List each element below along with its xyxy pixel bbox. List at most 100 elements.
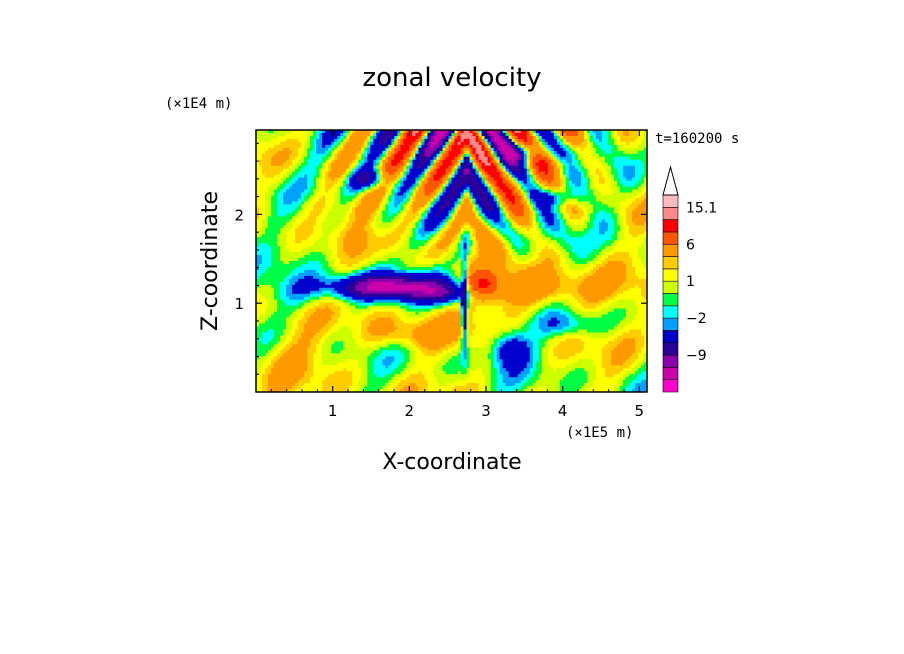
heatmap-cell: [553, 171, 558, 176]
heatmap-cell: [271, 168, 275, 173]
heatmap-cell: [622, 189, 627, 193]
heatmap-cell: [571, 162, 576, 167]
heatmap-cell: [433, 183, 437, 187]
heatmap-cell: [622, 228, 627, 232]
heatmap-cell: [403, 130, 407, 134]
heatmap-cell: [283, 240, 287, 244]
heatmap-cell: [337, 153, 341, 158]
heatmap-cell: [340, 219, 344, 223]
heatmap-cell: [421, 138, 425, 143]
heatmap-cell: [478, 144, 482, 149]
heatmap-cell: [412, 174, 416, 179]
heatmap-cell: [559, 153, 564, 158]
heatmap-cell: [487, 138, 491, 143]
heatmap-cell: [589, 231, 594, 235]
heatmap-cell: [319, 240, 323, 244]
heatmap-cell: [280, 138, 284, 143]
heatmap-cell: [328, 162, 332, 167]
heatmap-cell: [286, 138, 290, 143]
heatmap-cell: [496, 180, 501, 184]
heatmap-cell: [490, 147, 495, 152]
heatmap-cell: [403, 177, 407, 182]
heatmap-cell: [406, 186, 410, 190]
heatmap-cell: [538, 168, 543, 173]
heatmap-cell: [571, 225, 576, 229]
heatmap-cell: [427, 240, 431, 244]
heatmap-cell: [424, 130, 428, 134]
heatmap-cell: [601, 189, 606, 193]
heatmap-cell: [355, 231, 359, 235]
heatmap-cell: [322, 141, 326, 146]
heatmap-cell: [442, 168, 446, 173]
heatmap-cell: [499, 130, 504, 134]
heatmap-cell: [508, 135, 513, 140]
heatmap-cell: [628, 189, 633, 193]
heatmap-cell: [520, 168, 525, 173]
heatmap-cell: [640, 174, 645, 179]
heatmap-cell: [541, 150, 546, 155]
heatmap-cell: [577, 174, 582, 179]
heatmap-cell: [412, 147, 416, 152]
heatmap-cell: [274, 138, 278, 143]
heatmap-cell: [637, 171, 642, 176]
heatmap-cell: [376, 130, 380, 134]
heatmap-cell: [523, 171, 528, 176]
heatmap-cell: [619, 234, 624, 238]
heatmap-cell: [283, 162, 287, 167]
heatmap-cell: [640, 165, 645, 170]
heatmap-cell: [415, 177, 419, 182]
heatmap-cell: [643, 168, 647, 173]
heatmap-cell: [583, 141, 588, 146]
heatmap-cell: [403, 168, 407, 173]
heatmap-cell: [289, 231, 293, 235]
heatmap-cell: [553, 135, 558, 140]
heatmap-cell: [643, 195, 647, 199]
heatmap-cell: [598, 231, 603, 235]
heatmap-cell: [271, 147, 275, 152]
heatmap-cell: [508, 159, 513, 164]
heatmap-cell: [328, 219, 332, 223]
heatmap-cell: [535, 162, 540, 167]
heatmap-cell: [589, 153, 594, 158]
heatmap-cell: [508, 165, 513, 170]
heatmap-cell: [382, 132, 386, 137]
heatmap-cell: [487, 153, 491, 158]
heatmap-cell: [589, 132, 594, 137]
heatmap-cell: [286, 171, 290, 176]
heatmap-cell: [424, 234, 428, 238]
heatmap-cell: [289, 150, 293, 155]
heatmap-cell: [640, 225, 645, 229]
heatmap-cell: [586, 195, 591, 199]
heatmap-cell: [283, 210, 287, 214]
heatmap-cell: [502, 153, 507, 158]
heatmap-cell: [397, 130, 401, 134]
heatmap-cell: [427, 186, 431, 190]
heatmap-cell: [595, 240, 600, 244]
heatmap-cell: [619, 210, 624, 214]
heatmap-cell: [367, 219, 371, 223]
heatmap-cell: [367, 183, 371, 187]
heatmap-cell: [355, 177, 359, 182]
heatmap-cell: [505, 130, 510, 134]
heatmap-cell: [574, 189, 579, 193]
heatmap-cell: [316, 156, 320, 161]
heatmap-cell: [643, 237, 647, 241]
heatmap-cell: [316, 219, 320, 223]
heatmap-cell: [424, 156, 428, 161]
heatmap-cell: [625, 180, 630, 184]
heatmap-cell: [577, 165, 582, 170]
heatmap-cell: [271, 174, 275, 179]
heatmap-cell: [310, 237, 314, 241]
heatmap-cell: [325, 201, 329, 205]
heatmap-cell: [445, 177, 449, 182]
heatmap-cell: [454, 153, 458, 158]
heatmap-cell: [613, 213, 618, 217]
heatmap-cell: [283, 231, 287, 235]
heatmap-cell: [370, 216, 374, 220]
heatmap-cell: [442, 153, 446, 158]
heatmap-cell: [637, 150, 642, 155]
heatmap-cell: [595, 189, 600, 193]
heatmap-cell: [616, 210, 621, 214]
heatmap-cell: [301, 243, 305, 247]
heatmap-cell: [463, 186, 467, 190]
